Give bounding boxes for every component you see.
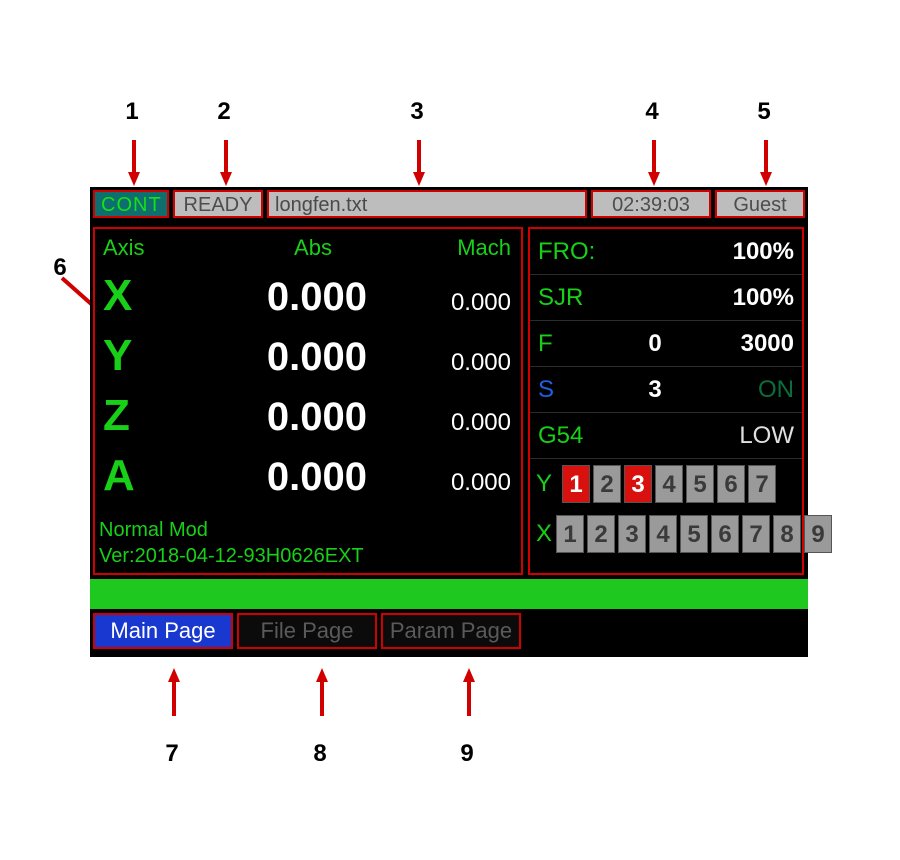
callout-3: 3 <box>405 100 429 124</box>
x-io-label: X <box>536 520 552 548</box>
arrow-down-icon <box>760 172 772 186</box>
axis-label: X <box>99 271 149 321</box>
io-cell[interactable]: 6 <box>717 465 745 503</box>
spindle-current: 3 <box>606 376 704 404</box>
sjr-label: SJR <box>538 284 606 312</box>
io-cell[interactable]: 2 <box>593 465 621 503</box>
abs-value: 0.000 <box>149 275 407 320</box>
arrow-down-icon <box>128 172 140 186</box>
io-cell[interactable]: 5 <box>680 515 708 553</box>
spindle-label: S <box>538 376 606 404</box>
tab-file[interactable]: File Page <box>237 613 377 649</box>
axis-label: Z <box>99 391 149 441</box>
io-cell[interactable]: 9 <box>804 515 832 553</box>
gcode-row[interactable]: G54 LOW <box>530 413 802 459</box>
current-file[interactable]: longfen.txt <box>267 190 587 218</box>
page-tabs: Main Page File Page Param Page <box>93 613 521 653</box>
mach-value: 0.000 <box>407 349 517 377</box>
arrow-down-icon <box>220 172 232 186</box>
io-cell[interactable]: 7 <box>742 515 770 553</box>
hdr-mach: Mach <box>417 235 517 261</box>
arrow-up-icon <box>168 668 180 682</box>
x-io-cells: 123456789 <box>556 515 832 553</box>
callout-1: 1 <box>120 100 144 124</box>
axis-row-a: A 0.000 0.000 <box>99 451 517 511</box>
io-cell[interactable]: 6 <box>711 515 739 553</box>
io-cell[interactable]: 5 <box>686 465 714 503</box>
tab-param[interactable]: Param Page <box>381 613 521 649</box>
feed-label: F <box>538 330 606 358</box>
status-strip <box>90 579 808 609</box>
hdr-abs: Abs <box>169 235 417 261</box>
user-indicator[interactable]: Guest <box>715 190 805 218</box>
mach-value: 0.000 <box>407 409 517 437</box>
feed-row[interactable]: F 0 3000 <box>530 321 802 367</box>
spindle-state: ON <box>704 376 794 404</box>
feed-current: 0 <box>606 330 704 358</box>
arrow-down-icon <box>413 172 425 186</box>
info-panel: FRO: 100% SJR 100% F 0 3000 S 3 ON G54 L… <box>528 227 804 575</box>
abs-value: 0.000 <box>149 335 407 380</box>
spindle-row[interactable]: S 3 ON <box>530 367 802 413</box>
elapsed-time: 02:39:03 <box>591 190 711 218</box>
arrow-up-icon <box>463 668 475 682</box>
io-cell[interactable]: 7 <box>748 465 776 503</box>
io-cell[interactable]: 1 <box>556 515 584 553</box>
tab-main[interactable]: Main Page <box>93 613 233 649</box>
feed-set: 3000 <box>704 330 794 358</box>
mode-line: Normal Mod <box>99 517 517 543</box>
cnc-display-panel: CONT READY longfen.txt 02:39:03 Guest Ax… <box>90 187 808 657</box>
abs-value: 0.000 <box>149 395 407 440</box>
y-io-row: Y 1234567 <box>530 459 802 509</box>
io-cell[interactable]: 3 <box>618 515 646 553</box>
mach-value: 0.000 <box>407 289 517 317</box>
axis-row-z: Z 0.000 0.000 <box>99 391 517 451</box>
io-cell[interactable]: 2 <box>587 515 615 553</box>
y-io-cells: 1234567 <box>562 465 776 503</box>
coord-footer: Normal Mod Ver:2018-04-12-93H0626EXT <box>99 517 517 569</box>
gcode-state: LOW <box>606 422 794 450</box>
callout-8: 8 <box>308 742 332 766</box>
version-line: Ver:2018-04-12-93H0626EXT <box>99 543 517 569</box>
axis-label: A <box>99 451 149 501</box>
ready-indicator: READY <box>173 190 263 218</box>
io-cell[interactable]: 3 <box>624 465 652 503</box>
y-io-label: Y <box>536 470 558 498</box>
fro-label: FRO: <box>538 238 606 266</box>
fro-value: 100% <box>704 238 794 266</box>
axis-label: Y <box>99 331 149 381</box>
arrow-up-icon <box>316 668 328 682</box>
axis-row-x: X 0.000 0.000 <box>99 271 517 331</box>
fro-row[interactable]: FRO: 100% <box>530 229 802 275</box>
hdr-axis: Axis <box>99 235 169 261</box>
sjr-value: 100% <box>704 284 794 312</box>
gcode-label: G54 <box>538 422 606 450</box>
callout-9: 9 <box>455 742 479 766</box>
sjr-row[interactable]: SJR 100% <box>530 275 802 321</box>
io-cell[interactable]: 4 <box>649 515 677 553</box>
io-cell[interactable]: 1 <box>562 465 590 503</box>
arrow-down-icon <box>648 172 660 186</box>
x-io-row: X 123456789 <box>530 509 802 559</box>
coord-header: Axis Abs Mach <box>99 235 517 261</box>
callout-2: 2 <box>212 100 236 124</box>
abs-value: 0.000 <box>149 455 407 500</box>
axis-row-y: Y 0.000 0.000 <box>99 331 517 391</box>
callout-4: 4 <box>640 100 664 124</box>
mach-value: 0.000 <box>407 469 517 497</box>
coordinate-readout: Axis Abs Mach X 0.000 0.000 Y 0.000 0.00… <box>93 227 523 575</box>
top-status-bar: CONT READY longfen.txt 02:39:03 Guest <box>90 187 808 221</box>
callout-7: 7 <box>160 742 184 766</box>
io-cell[interactable]: 8 <box>773 515 801 553</box>
callout-5: 5 <box>752 100 776 124</box>
io-cell[interactable]: 4 <box>655 465 683 503</box>
mode-indicator[interactable]: CONT <box>93 190 169 218</box>
